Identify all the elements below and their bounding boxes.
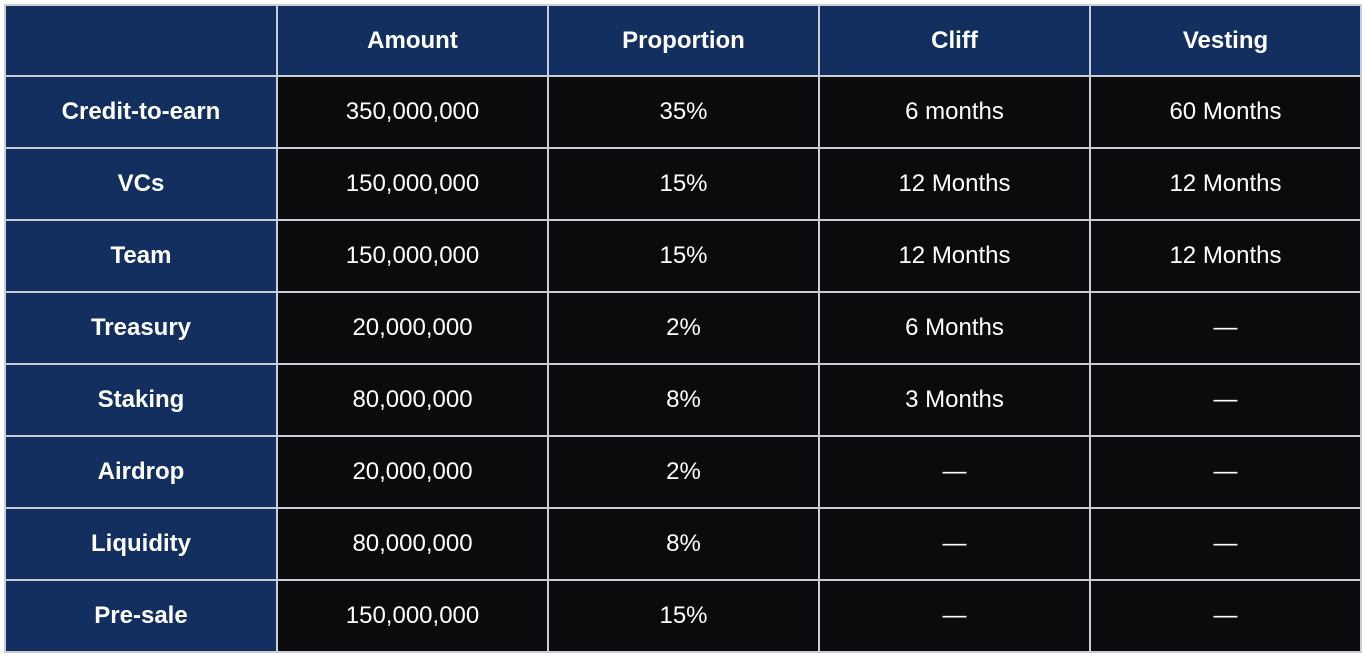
- header-corner-cell: [4, 4, 278, 77]
- token-allocation-table: Amount Proportion Cliff Vesting Credit-t…: [4, 4, 1362, 653]
- table-row: Liquidity 80,000,000 8% — —: [4, 507, 1362, 581]
- row-label: Credit-to-earn: [4, 75, 278, 149]
- amount-cell: 150,000,000: [276, 219, 549, 293]
- cliff-cell: 6 months: [818, 75, 1091, 149]
- table-row: VCs 150,000,000 15% 12 Months 12 Months: [4, 147, 1362, 221]
- token-allocation-table-container: Amount Proportion Cliff Vesting Credit-t…: [4, 4, 1362, 653]
- table-body: Credit-to-earn 350,000,000 35% 6 months …: [4, 75, 1362, 653]
- table-row: Treasury 20,000,000 2% 6 Months —: [4, 291, 1362, 365]
- cliff-cell: 6 Months: [818, 291, 1091, 365]
- proportion-cell: 15%: [547, 147, 820, 221]
- proportion-cell: 8%: [547, 507, 820, 581]
- vesting-cell: —: [1089, 579, 1362, 653]
- cliff-cell: —: [818, 435, 1091, 509]
- amount-cell: 350,000,000: [276, 75, 549, 149]
- row-label: Team: [4, 219, 278, 293]
- header-cliff: Cliff: [818, 4, 1091, 77]
- cliff-cell: —: [818, 579, 1091, 653]
- cliff-cell: 3 Months: [818, 363, 1091, 437]
- proportion-cell: 2%: [547, 291, 820, 365]
- table-row: Staking 80,000,000 8% 3 Months —: [4, 363, 1362, 437]
- vesting-cell: —: [1089, 507, 1362, 581]
- header-vesting: Vesting: [1089, 4, 1362, 77]
- vesting-cell: 12 Months: [1089, 147, 1362, 221]
- table-row: Credit-to-earn 350,000,000 35% 6 months …: [4, 75, 1362, 149]
- proportion-cell: 8%: [547, 363, 820, 437]
- cliff-cell: 12 Months: [818, 219, 1091, 293]
- header-proportion: Proportion: [547, 4, 820, 77]
- row-label: Liquidity: [4, 507, 278, 581]
- vesting-cell: —: [1089, 291, 1362, 365]
- row-label: Staking: [4, 363, 278, 437]
- vesting-cell: 12 Months: [1089, 219, 1362, 293]
- table-row: Team 150,000,000 15% 12 Months 12 Months: [4, 219, 1362, 293]
- table-header: Amount Proportion Cliff Vesting: [4, 4, 1362, 77]
- vesting-cell: 60 Months: [1089, 75, 1362, 149]
- amount-cell: 80,000,000: [276, 363, 549, 437]
- proportion-cell: 2%: [547, 435, 820, 509]
- proportion-cell: 35%: [547, 75, 820, 149]
- header-amount: Amount: [276, 4, 549, 77]
- amount-cell: 150,000,000: [276, 147, 549, 221]
- row-label: VCs: [4, 147, 278, 221]
- table-row: Airdrop 20,000,000 2% — —: [4, 435, 1362, 509]
- cliff-cell: —: [818, 507, 1091, 581]
- row-label: Airdrop: [4, 435, 278, 509]
- row-label: Pre-sale: [4, 579, 278, 653]
- row-label: Treasury: [4, 291, 278, 365]
- amount-cell: 20,000,000: [276, 291, 549, 365]
- vesting-cell: —: [1089, 363, 1362, 437]
- proportion-cell: 15%: [547, 579, 820, 653]
- amount-cell: 20,000,000: [276, 435, 549, 509]
- cliff-cell: 12 Months: [818, 147, 1091, 221]
- proportion-cell: 15%: [547, 219, 820, 293]
- table-row: Pre-sale 150,000,000 15% — —: [4, 579, 1362, 653]
- vesting-cell: —: [1089, 435, 1362, 509]
- amount-cell: 80,000,000: [276, 507, 549, 581]
- header-row: Amount Proportion Cliff Vesting: [4, 4, 1362, 77]
- amount-cell: 150,000,000: [276, 579, 549, 653]
